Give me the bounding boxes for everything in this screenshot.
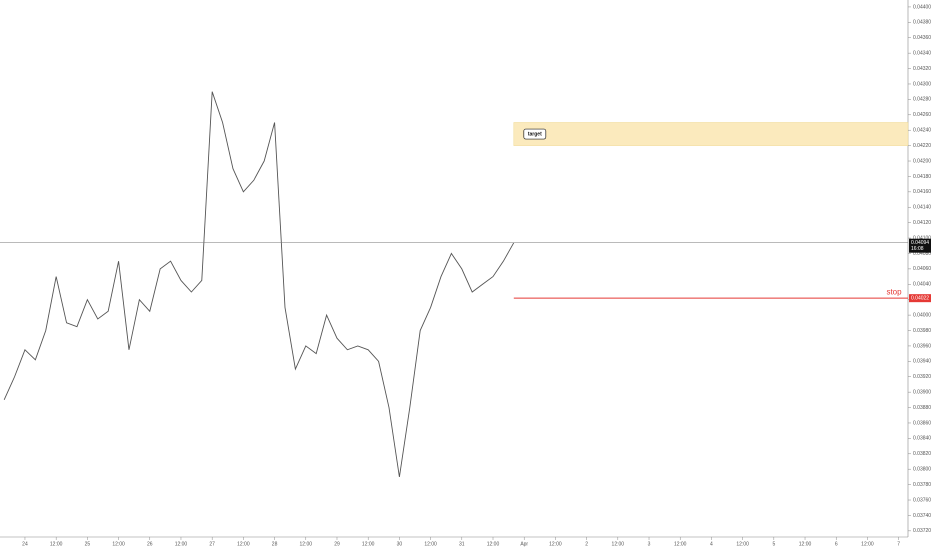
- x-tick-label: 28: [272, 541, 278, 547]
- current-price-box: [909, 238, 931, 253]
- y-tick-label: 0.04040: [913, 282, 931, 288]
- x-tick-label: 27: [209, 541, 215, 547]
- current-price-time: 16:08: [911, 246, 924, 252]
- y-tick-label: 0.04340: [913, 50, 931, 56]
- price-line: [3, 91, 515, 477]
- y-tick-label: 0.03920: [913, 374, 931, 380]
- x-tick-label: Apr: [520, 541, 528, 547]
- y-tick-label: 0.03960: [913, 343, 931, 349]
- current-price-label: 0.04094: [911, 240, 929, 246]
- x-tick-label: 24: [22, 541, 28, 547]
- target-label: target: [528, 131, 542, 137]
- y-tick-label: 0.03900: [913, 389, 931, 395]
- y-tick-label: 0.04080: [913, 251, 931, 257]
- y-tick-label: 0.04380: [913, 20, 931, 26]
- y-tick-label: 0.04260: [913, 112, 931, 118]
- x-tick-label: 12:00: [50, 541, 63, 547]
- y-tick-label: 0.03780: [913, 482, 931, 488]
- y-tick-label: 0.04400: [913, 4, 931, 10]
- x-tick-label: 30: [397, 541, 403, 547]
- y-tick-label: 0.04220: [913, 143, 931, 149]
- y-tick-label: 0.04180: [913, 174, 931, 180]
- y-tick-label: 0.04320: [913, 66, 931, 72]
- y-tick-label: 0.04140: [913, 205, 931, 211]
- y-tick-label: 0.03980: [913, 328, 931, 334]
- y-tick-label: 0.03840: [913, 436, 931, 442]
- x-tick-label: 26: [147, 541, 153, 547]
- y-tick-label: 0.04120: [913, 220, 931, 226]
- y-tick-label: 0.03800: [913, 467, 931, 473]
- y-tick-label: 0.04000: [913, 312, 931, 318]
- x-tick-label: 12:00: [237, 541, 250, 547]
- x-tick-label: 12:00: [487, 541, 500, 547]
- x-tick-label: 2: [585, 541, 588, 547]
- y-tick-label: 0.04240: [913, 128, 931, 134]
- x-tick-label: 7: [897, 541, 900, 547]
- x-tick-label: 12:00: [424, 541, 437, 547]
- x-tick-label: 12:00: [175, 541, 188, 547]
- stop-price-box: [909, 294, 931, 303]
- x-tick-label: 3: [648, 541, 651, 547]
- y-tick-label: 0.03820: [913, 451, 931, 457]
- y-tick-label: 0.03940: [913, 359, 931, 365]
- x-tick-label: 25: [85, 541, 91, 547]
- y-tick-label: 0.04280: [913, 97, 931, 103]
- y-tick-label: 0.04300: [913, 81, 931, 87]
- x-tick-label: 12:00: [549, 541, 562, 547]
- y-tick-label: 0.04060: [913, 266, 931, 272]
- x-tick-label: 12:00: [300, 541, 313, 547]
- y-tick-label: 0.04360: [913, 35, 931, 41]
- x-tick-label: 12:00: [861, 541, 874, 547]
- y-tick-label: 0.04160: [913, 189, 931, 195]
- y-tick-label: 0.04200: [913, 158, 931, 164]
- y-tick-label: 0.03740: [913, 513, 931, 519]
- x-tick-label: 12:00: [612, 541, 625, 547]
- y-tick-label: 0.03860: [913, 420, 931, 426]
- target-label-box: [523, 128, 547, 140]
- y-tick-label: 0.04100: [913, 235, 931, 241]
- x-tick-label: 5: [772, 541, 775, 547]
- x-tick-label: 6: [835, 541, 838, 547]
- stop-price-label: 0.04022: [911, 295, 929, 301]
- x-tick-label: 12:00: [736, 541, 749, 547]
- x-tick-label: 12:00: [674, 541, 687, 547]
- x-tick-label: 4: [710, 541, 713, 547]
- stop-label: stop: [886, 287, 902, 296]
- target-zone: [513, 122, 909, 146]
- x-tick-label: 31: [459, 541, 465, 547]
- x-tick-label: 29: [334, 541, 340, 547]
- y-tick-label: 0.03720: [913, 528, 931, 534]
- y-tick-label: 0.03880: [913, 405, 931, 411]
- x-tick-label: 12:00: [112, 541, 125, 547]
- x-tick-label: 12:00: [799, 541, 812, 547]
- y-tick-label: 0.03760: [913, 497, 931, 503]
- x-tick-label: 12:00: [362, 541, 375, 547]
